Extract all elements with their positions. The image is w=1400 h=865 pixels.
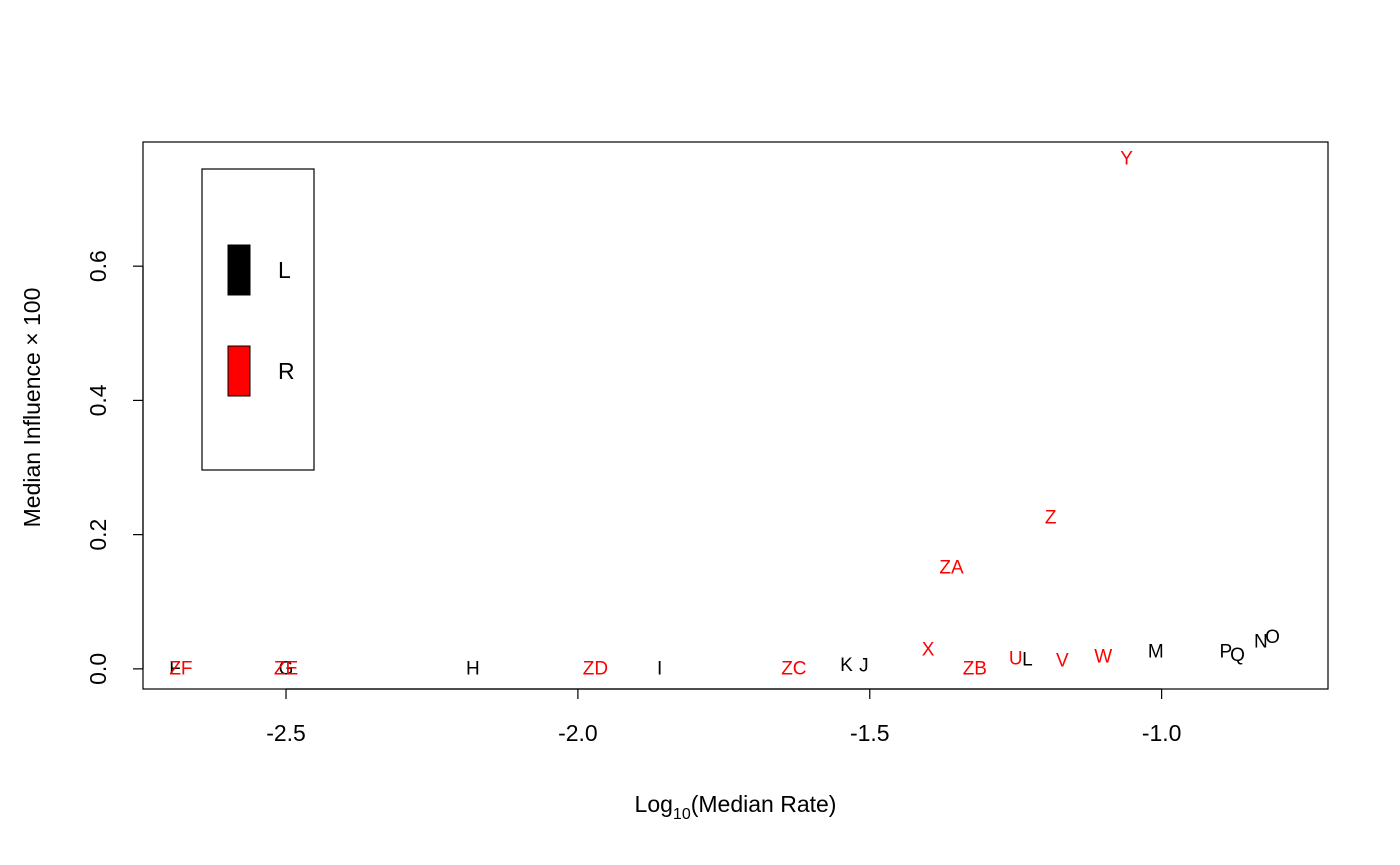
legend-box: [201, 168, 315, 471]
point-label: J: [859, 656, 869, 677]
x-tick-label: -1.5: [850, 720, 890, 746]
x-tick-label: -1.0: [1142, 720, 1182, 746]
legend-label: L: [278, 257, 291, 283]
plot-frame: [142, 141, 1329, 690]
point-label: H: [466, 658, 480, 679]
point-label: M: [1148, 642, 1164, 663]
point-label: U: [1009, 648, 1023, 669]
x-tick-label: -2.0: [558, 720, 598, 746]
point-label: ZF: [169, 658, 192, 679]
point-label: ZD: [583, 658, 608, 679]
legend-swatch: [227, 244, 251, 296]
point-label: ZE: [274, 658, 298, 679]
point-label: Z: [1045, 507, 1057, 528]
point-label: N: [1254, 632, 1268, 653]
y-tick-label: 0.2: [85, 519, 111, 551]
point-label: O: [1265, 627, 1280, 648]
legend-label: R: [278, 358, 295, 384]
point-label: G: [279, 658, 294, 679]
point-label: W: [1094, 646, 1112, 667]
point-label: P: [1220, 642, 1233, 663]
point-label: X: [922, 640, 935, 661]
point-label: V: [1056, 650, 1069, 671]
point-label: ZC: [781, 658, 806, 679]
point-label: Y: [1120, 148, 1133, 169]
legend: LR: [201, 168, 315, 471]
y-tick-label: 0.4: [85, 384, 111, 416]
y-tick-label: 0.0: [85, 653, 111, 685]
point-label: F: [169, 658, 181, 679]
legend-swatch: [227, 345, 251, 397]
point-label: ZB: [963, 658, 987, 679]
plot-area: -2.5 -2.0 -1.5 -1.0 0.0 0.2 0.4 0.6 Log10(Median…: [19, 141, 1329, 823]
point-label: L: [1022, 650, 1033, 671]
x-tick-label: -2.5: [266, 720, 306, 746]
point-label: ZA: [939, 558, 964, 579]
point-label: K: [840, 655, 853, 676]
x-axis-title: Log10(Median Rate): [635, 791, 837, 823]
point-label: Q: [1230, 645, 1245, 666]
point-label: I: [657, 658, 662, 679]
y-axis-title: Median Influence × 100: [19, 288, 45, 528]
y-tick-label: 0.6: [85, 250, 111, 282]
